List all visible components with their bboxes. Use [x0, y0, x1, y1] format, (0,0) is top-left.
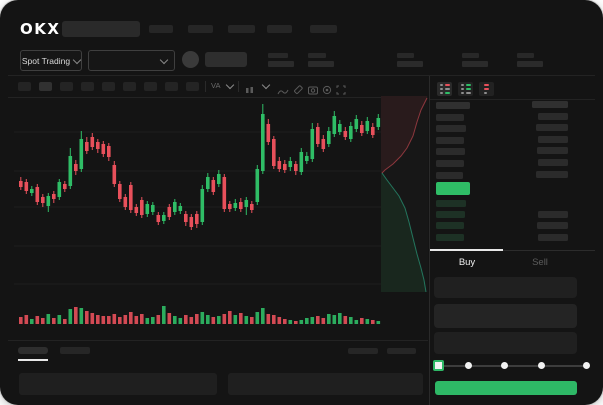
- settings-gear-icon[interactable]: [322, 82, 332, 100]
- panel-divider: [429, 76, 430, 405]
- slider-step-dot[interactable]: [538, 362, 545, 369]
- stat-high-skeleton: [397, 53, 423, 67]
- nav-item-skeleton[interactable]: [267, 25, 292, 33]
- timeframe-button-skeleton[interactable]: [165, 82, 178, 91]
- chevron-down-icon[interactable]: [261, 80, 271, 90]
- percent-slider-handle[interactable]: [433, 360, 444, 371]
- amount-field-skeleton[interactable]: [434, 304, 577, 328]
- timeframe-button-skeleton[interactable]: [18, 82, 31, 91]
- chevron-down-icon[interactable]: [225, 80, 235, 90]
- orderbook-price-skeleton: [436, 160, 464, 167]
- nav-item-skeleton[interactable]: [188, 25, 213, 33]
- timeframe-button-skeleton[interactable]: [39, 82, 52, 91]
- orders-tab-skeleton[interactable]: [18, 347, 48, 354]
- search-input[interactable]: [62, 21, 140, 37]
- orderbook-price-skeleton: [436, 200, 466, 207]
- orderbook-size-skeleton: [538, 210, 568, 218]
- orderbook-view-all-icon[interactable]: [437, 82, 452, 96]
- orders-panel-skeleton: [228, 373, 423, 395]
- orderbook-price-skeleton: [436, 171, 463, 179]
- timeframe-button-skeleton[interactable]: [102, 82, 115, 91]
- percent-slider-track[interactable]: [437, 365, 587, 367]
- orders-tab-indicator: [18, 359, 48, 361]
- orderbook-price-skeleton: [436, 211, 465, 219]
- pair-selector-dropdown[interactable]: [88, 50, 175, 71]
- chevron-down-icon: [72, 55, 82, 64]
- bottom-action-skeleton[interactable]: [348, 348, 378, 354]
- timeframe-button-skeleton[interactable]: [186, 82, 199, 91]
- stat-change-skeleton: [308, 53, 334, 67]
- market-type-label: Spot Trading: [21, 55, 71, 66]
- orderbook-size-skeleton: [538, 233, 568, 241]
- tabs-divider: [430, 250, 595, 251]
- timeframe-button-skeleton[interactable]: [60, 82, 73, 91]
- orderbook-header-divider: [430, 99, 595, 100]
- timeframe-button-skeleton[interactable]: [123, 82, 136, 91]
- chart-bottom-divider: [8, 340, 428, 341]
- orderbook-size-skeleton: [538, 159, 568, 166]
- orderbook-size-skeleton: [532, 101, 568, 108]
- buy-submit-button[interactable]: [435, 381, 577, 395]
- candlestick-chart[interactable]: [14, 97, 384, 330]
- nav-item-skeleton[interactable]: [310, 25, 337, 33]
- camera-icon[interactable]: [308, 82, 318, 100]
- orderbook-price-skeleton: [436, 222, 464, 230]
- orderbook-size-skeleton: [538, 112, 568, 120]
- toolbar-divider: [238, 81, 239, 92]
- orderbook-size-skeleton: [537, 222, 568, 229]
- stat-last-price-skeleton: [268, 53, 294, 67]
- toolbar-bottom-divider: [8, 97, 428, 98]
- bottom-action-skeleton[interactable]: [387, 348, 416, 354]
- total-field-skeleton[interactable]: [434, 332, 577, 354]
- orderbook-price-skeleton: [436, 102, 470, 109]
- orderbook-size-skeleton: [536, 124, 568, 132]
- orderbook-price-skeleton: [436, 233, 464, 241]
- indicator-button[interactable]: VA: [211, 81, 221, 90]
- stat-low-skeleton: [462, 53, 488, 67]
- slider-step-dot[interactable]: [501, 362, 508, 369]
- price-field-skeleton[interactable]: [434, 277, 577, 298]
- tab-sell[interactable]: Sell: [532, 257, 548, 268]
- tab-buy[interactable]: Buy: [458, 257, 476, 268]
- buy-tab-indicator: [430, 249, 503, 251]
- orders-panel-skeleton: [19, 373, 217, 395]
- orderbook-price-skeleton: [436, 125, 466, 133]
- fullscreen-icon[interactable]: [336, 82, 346, 100]
- orderbook-view-asks-icon[interactable]: [479, 82, 494, 96]
- chevron-down-icon: [159, 55, 169, 64]
- history-tab-skeleton[interactable]: [60, 347, 90, 354]
- toolbar-divider: [205, 81, 206, 92]
- orderbook-size-skeleton: [536, 170, 568, 178]
- slider-step-dot[interactable]: [465, 362, 472, 369]
- okx-logo[interactable]: OKX: [20, 20, 61, 38]
- line-tool-icon[interactable]: [277, 83, 289, 101]
- last-price-badge[interactable]: [436, 182, 470, 195]
- candle-style-button[interactable]: [245, 82, 254, 93]
- orderbook-size-skeleton: [538, 135, 568, 143]
- draw-tool-icon[interactable]: [293, 82, 303, 100]
- nav-item-skeleton[interactable]: [228, 25, 255, 33]
- market-type-dropdown[interactable]: Spot Trading: [20, 50, 82, 71]
- coin-avatar[interactable]: [182, 51, 199, 68]
- pair-name-skeleton: [205, 52, 247, 67]
- nav-item-skeleton[interactable]: [149, 25, 173, 33]
- orderbook-price-skeleton: [436, 136, 464, 144]
- header-divider: [8, 75, 595, 76]
- slider-step-dot[interactable]: [583, 362, 590, 369]
- orderbook-price-skeleton: [436, 113, 464, 121]
- timeframe-button-skeleton[interactable]: [144, 82, 157, 91]
- stat-volume-skeleton: [517, 53, 543, 67]
- orderbook-price-skeleton: [436, 148, 465, 156]
- timeframe-button-skeleton[interactable]: [81, 82, 94, 91]
- depth-chart[interactable]: [381, 96, 428, 292]
- orderbook-size-skeleton: [537, 147, 568, 155]
- orderbook-view-bids-icon[interactable]: [458, 82, 473, 96]
